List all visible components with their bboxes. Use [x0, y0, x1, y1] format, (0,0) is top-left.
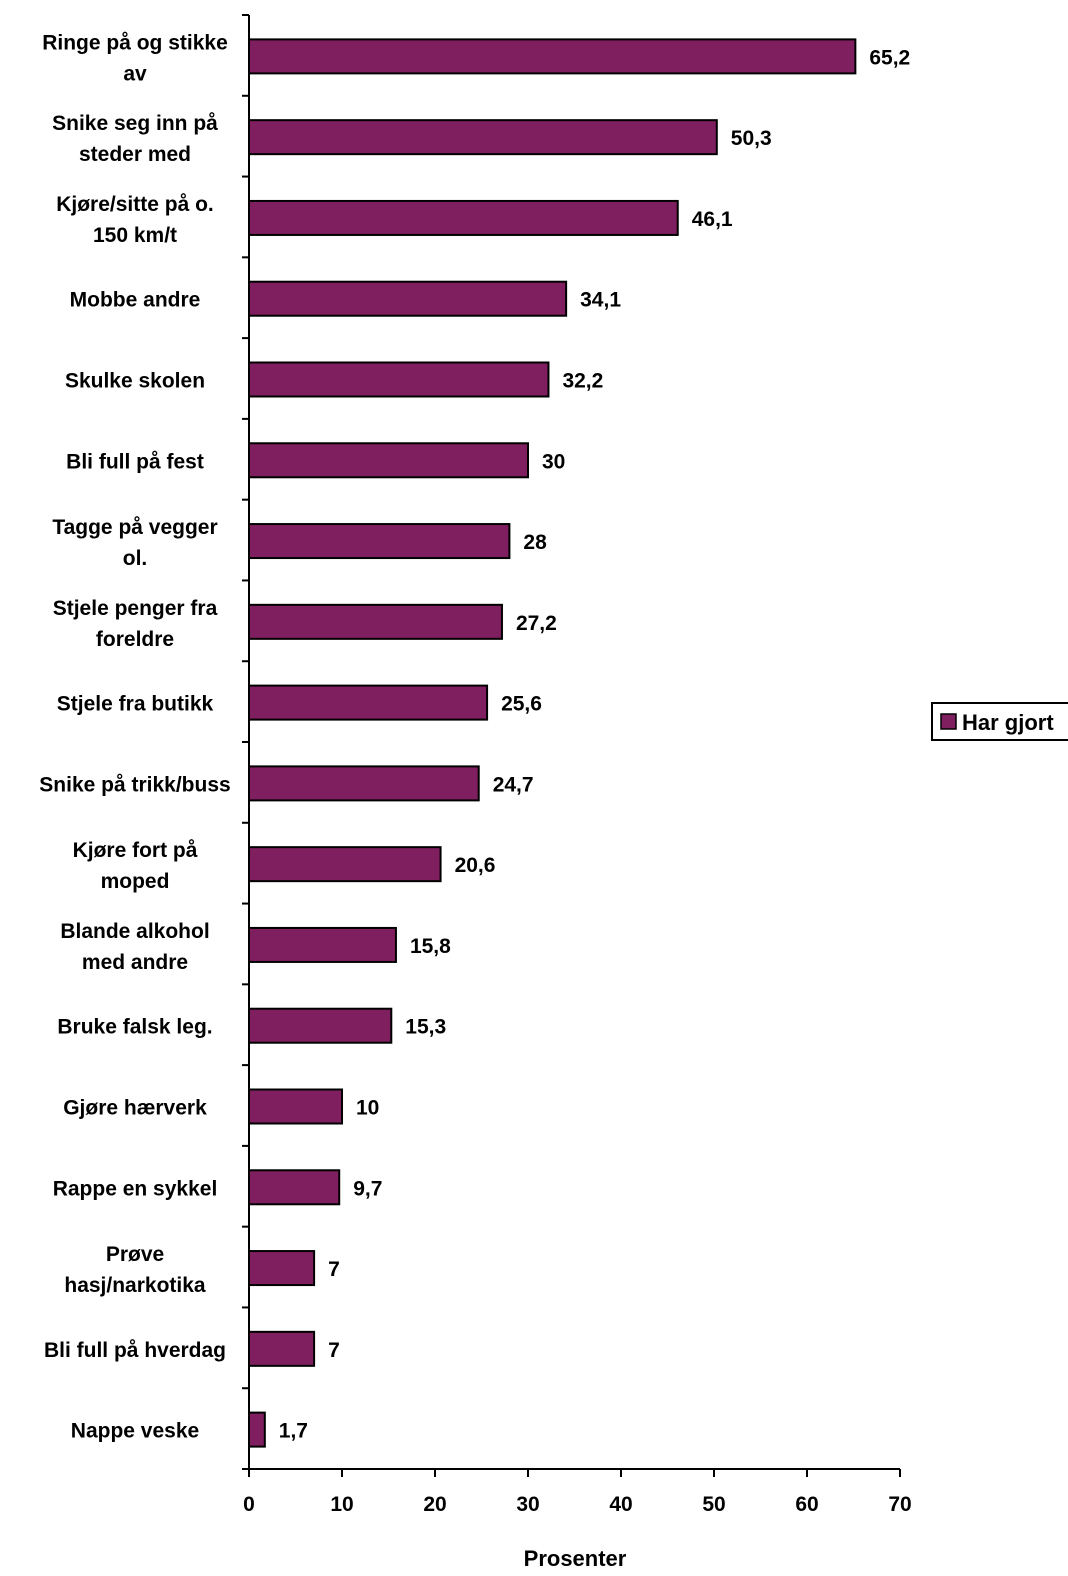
category-label: Tagge på vegger ol.	[52, 516, 217, 570]
category-label-line: hasj/narkotika	[64, 1274, 206, 1297]
category-label-line: moped	[101, 870, 170, 893]
legend-swatch	[940, 713, 957, 730]
category-label-line: Kjøre/sitte på o.	[56, 193, 214, 216]
category-label-line: Snike på trikk/buss	[39, 773, 230, 796]
category-label: Gjøre hærverk	[63, 1097, 207, 1120]
x-tick-label: 40	[609, 1493, 632, 1516]
category-label: Mobbe andre	[70, 289, 201, 312]
category-label-line: Stjele penger fra	[53, 597, 218, 620]
category-label-line: Stjele fra butikk	[57, 693, 214, 716]
category-label: Nappe veske	[71, 1420, 199, 1443]
bar-value-label: 15,3	[405, 1016, 446, 1039]
bar-value-label: 46,1	[692, 208, 733, 231]
category-label-line: Bruke falsk leg.	[57, 1016, 212, 1039]
category-label-line: Mobbe andre	[70, 289, 201, 312]
bar	[248, 523, 511, 560]
bar	[248, 442, 529, 479]
bar-value-label: 65,2	[869, 46, 910, 69]
category-label: Snike seg inn på steder med	[52, 112, 218, 166]
category-label-line: foreldre	[96, 628, 174, 651]
value-labels-group: 65,2 50,3 46,1 34,1 32,2 30 28 27,2 25,6 24,7 20,6…	[279, 46, 910, 1442]
bar	[248, 1169, 341, 1206]
bar	[248, 1007, 393, 1044]
category-label: Blande alkohol med andre	[60, 920, 209, 974]
axes-group	[242, 14, 900, 1470]
bar	[248, 926, 397, 963]
category-label-line: steder med	[79, 143, 191, 166]
category-label-line: 150 km/t	[93, 224, 177, 247]
bar	[248, 1088, 343, 1125]
category-label-line: med andre	[82, 951, 188, 974]
bar	[248, 280, 568, 317]
category-label-line: Prøve	[106, 1243, 164, 1266]
bar-value-label: 50,3	[731, 127, 772, 150]
bar	[248, 38, 857, 75]
category-label: Bli full på fest	[66, 450, 204, 473]
bar-value-label: 32,2	[562, 370, 603, 393]
category-label: Kjøre/sitte på o. 150 km/t	[56, 193, 214, 247]
category-label: Stjele fra butikk	[57, 693, 214, 716]
category-label-line: Bli full på fest	[66, 450, 204, 473]
category-label-line: Ringe på og stikke	[42, 31, 228, 54]
category-label: Ringe på og stikke av	[42, 31, 228, 85]
category-label-line: Snike seg inn på	[52, 112, 218, 135]
bar	[248, 361, 550, 398]
x-tick-label: 60	[795, 1493, 818, 1516]
x-tick-label: 70	[888, 1493, 911, 1516]
bar	[248, 1411, 266, 1448]
legend: Har gjort	[931, 702, 1068, 741]
bar-value-label: 15,8	[410, 935, 451, 958]
x-tick-label: 0	[243, 1493, 255, 1516]
bar-value-label: 7	[328, 1258, 340, 1281]
x-tick-label: 10	[330, 1493, 353, 1516]
category-label: Prøve hasj/narkotika	[64, 1243, 206, 1297]
bar	[248, 119, 718, 156]
category-label: Stjele penger fra foreldre	[53, 597, 218, 651]
category-label-line: Blande alkohol	[60, 920, 209, 943]
x-tick-label: 50	[702, 1493, 725, 1516]
bar-value-label: 30	[542, 450, 565, 473]
category-label-line: Skulke skolen	[65, 370, 205, 393]
bar-value-label: 24,7	[493, 773, 534, 796]
category-label: Snike på trikk/buss	[39, 773, 230, 796]
bar-value-label: 1,7	[279, 1420, 308, 1443]
bar-value-label: 34,1	[580, 289, 621, 312]
category-label: Bli full på hverdag	[44, 1339, 226, 1362]
category-label: Skulke skolen	[65, 370, 205, 393]
category-label-line: ol.	[123, 547, 148, 570]
bar	[248, 1330, 316, 1367]
category-label-line: Bli full på hverdag	[44, 1339, 226, 1362]
bar-value-label: 10	[356, 1097, 379, 1120]
bar	[248, 603, 503, 640]
bar-value-label: 25,6	[501, 693, 542, 716]
category-labels-group: Ringe på og stikke av Snike seg inn på sted…	[39, 31, 230, 1442]
category-label-line: Nappe veske	[71, 1420, 199, 1443]
bar	[248, 765, 480, 802]
category-label-line: Rappe en sykkel	[53, 1177, 218, 1200]
category-label: Rappe en sykkel	[53, 1177, 218, 1200]
x-axis-title: Prosenter	[524, 1546, 627, 1571]
bar-value-label: 7	[328, 1339, 340, 1362]
category-label-line: av	[123, 62, 147, 85]
bar	[248, 199, 679, 236]
legend-label: Har gjort	[962, 710, 1054, 735]
x-tick-label: 20	[423, 1493, 446, 1516]
category-label-line: Kjøre fort på	[73, 839, 198, 862]
bars-group	[248, 38, 857, 1448]
bar-value-label: 20,6	[455, 854, 496, 877]
category-label: Bruke falsk leg.	[57, 1016, 212, 1039]
category-label: Kjøre fort på moped	[73, 839, 198, 893]
bar	[248, 684, 489, 721]
x-ticks-group: 0 10 20 30 40 50 60 70	[243, 1469, 912, 1516]
bar-value-label: 28	[523, 531, 547, 554]
bar	[248, 846, 442, 883]
bar-value-label: 9,7	[353, 1177, 382, 1200]
category-label-line: Gjøre hærverk	[63, 1097, 207, 1120]
category-label-line: Tagge på vegger	[52, 516, 217, 539]
x-tick-label: 30	[516, 1493, 539, 1516]
bar-value-label: 27,2	[516, 612, 557, 635]
bar	[248, 1250, 316, 1287]
